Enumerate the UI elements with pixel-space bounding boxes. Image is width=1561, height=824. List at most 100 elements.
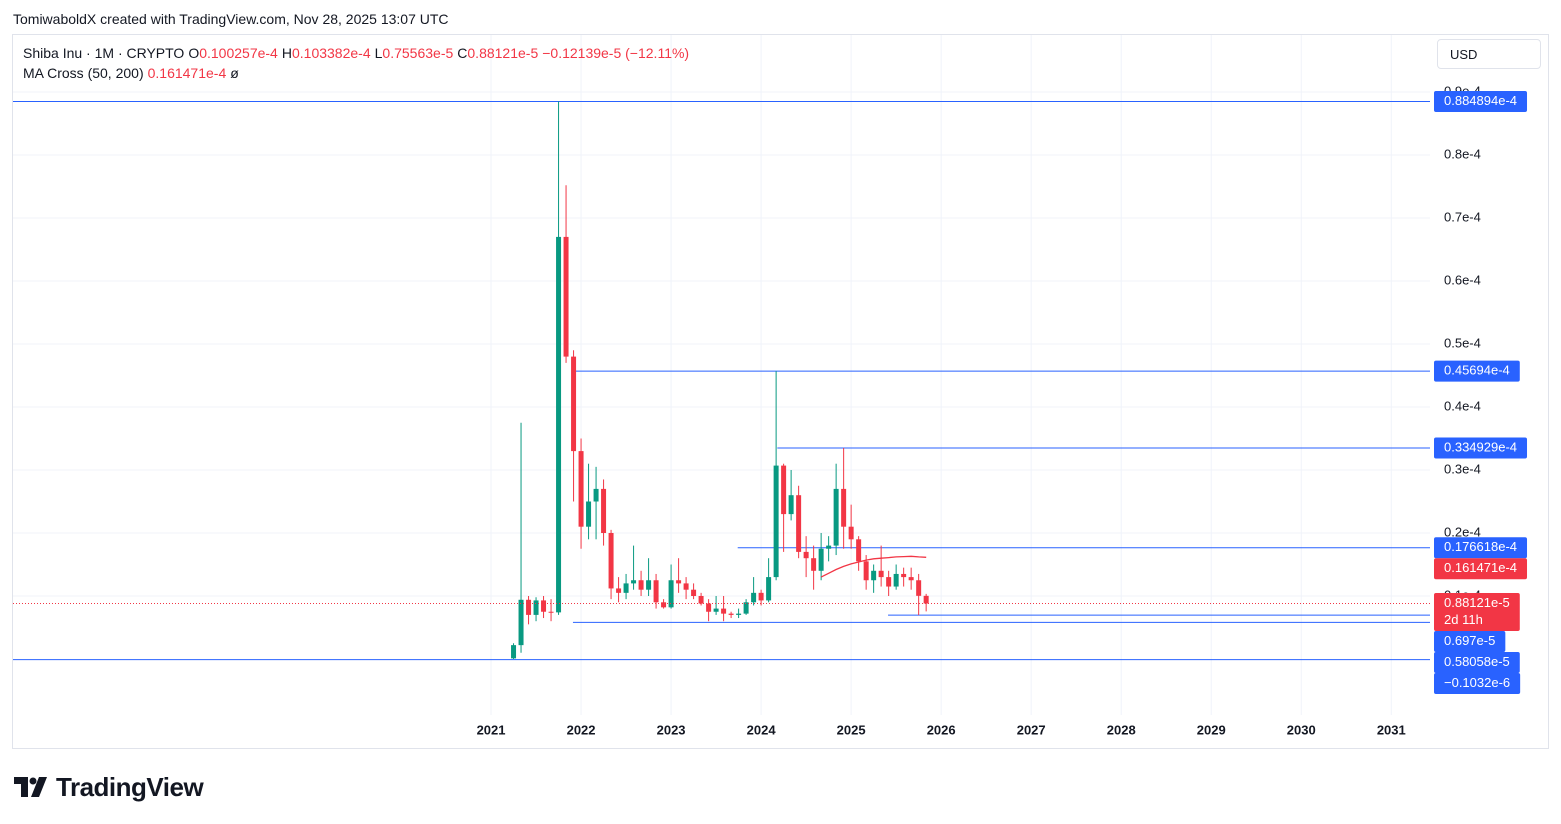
y-tick-label: 0.8e-4 (1444, 146, 1481, 161)
candle-body (916, 580, 922, 596)
x-tick-label: 2029 (1197, 722, 1226, 737)
candle-body (563, 236, 569, 357)
x-tick-label: 2022 (567, 722, 596, 737)
candle-body (646, 580, 652, 590)
candle-body (631, 580, 637, 584)
candle-body (826, 545, 832, 549)
candle-body (616, 588, 622, 593)
candle-body (758, 592, 764, 601)
line-price-label-box (1434, 437, 1528, 459)
logo-text: TradingView (56, 771, 204, 802)
x-tick-label: 2023 (657, 722, 686, 737)
candle-body (848, 526, 854, 540)
ohlc-value: 0.88121e-5 (467, 45, 539, 61)
x-tick-label: 2025 (837, 722, 866, 737)
line-price-label-box (1434, 651, 1520, 673)
candle-body (518, 599, 524, 646)
candle-body (593, 488, 599, 502)
candle-body (818, 548, 824, 571)
currency-button[interactable]: USD (1437, 39, 1541, 69)
candle-body (676, 580, 682, 584)
ohlc-value: 0.100257e-4 (199, 45, 278, 61)
candle-body (721, 608, 727, 614)
line-price-label: 0.697e-5 (1444, 633, 1495, 648)
y-tick-label: 0.3e-4 (1444, 461, 1481, 476)
last-price-label: 0.88121e-5 (1444, 595, 1510, 610)
candle-body (653, 580, 659, 603)
ohlc-key: H (281, 45, 292, 61)
last-price-label: 2d 11h (1444, 612, 1483, 627)
candle-body (766, 577, 772, 601)
candle-body (781, 465, 787, 515)
candle-body (893, 573, 899, 587)
line-price-label-box (1434, 537, 1528, 559)
chart-frame (12, 34, 1549, 749)
change-value: −0.12139e-5 (−12.11%) (542, 45, 690, 61)
candle-body (833, 488, 839, 546)
candle-body (803, 551, 809, 559)
candle-body (526, 599, 532, 615)
candle-body (863, 561, 869, 581)
line-price-label: 0.884894e-4 (1444, 93, 1517, 108)
line-price-label-box (1434, 672, 1521, 694)
candle-body (811, 558, 817, 571)
ohlc-key: L (374, 45, 383, 61)
candle-body (773, 465, 779, 578)
candle-body (691, 589, 697, 596)
candle-body (886, 577, 892, 587)
indicator-name: MA Cross (50, 200) (23, 65, 144, 81)
candle-body (923, 595, 929, 604)
ohlc-key: C (457, 45, 468, 61)
candle-body (796, 495, 802, 552)
candle-body (698, 595, 704, 604)
candle-body (713, 608, 719, 612)
candle-body (908, 577, 914, 581)
candle-body (608, 532, 614, 589)
candle-body (706, 603, 712, 612)
line-price-label: −0.1032e-6 (1444, 675, 1510, 690)
line-price-label: 0.58058e-5 (1444, 654, 1510, 669)
candle-body (578, 451, 584, 527)
candle-body (586, 501, 592, 527)
x-tick-label: 2028 (1107, 722, 1136, 737)
attribution: TomiwaboldX created with TradingView.com… (13, 11, 449, 27)
candle-body (841, 488, 847, 527)
x-tick-label: 2030 (1287, 722, 1316, 737)
line-price-label: 0.45694e-4 (1444, 363, 1510, 378)
candle-body (856, 539, 862, 562)
last-price-label-box (1434, 592, 1520, 631)
x-tick-label: 2031 (1377, 722, 1406, 737)
candle-body (638, 580, 644, 590)
candle-body (751, 592, 757, 603)
candle-body (661, 602, 667, 608)
y-tick-label: 0.5e-4 (1444, 335, 1481, 350)
candle-body (623, 583, 629, 593)
line-price-label-box (1434, 91, 1528, 113)
candle-body (728, 613, 734, 615)
candle-body (548, 611, 554, 613)
indicator-price-label: 0.161471e-4 (1444, 560, 1517, 575)
ohlc-value: 0.103382e-4 (291, 45, 371, 61)
ohlc-key: O (188, 45, 200, 61)
x-tick-label: 2027 (1017, 722, 1046, 737)
candle-body (511, 645, 517, 659)
line-price-label: 0.176618e-4 (1444, 539, 1517, 554)
candle-body (556, 236, 562, 613)
y-tick-label: 0.7e-4 (1444, 209, 1481, 224)
x-tick-label: 2024 (747, 722, 777, 737)
y-tick-label: 0.6e-4 (1444, 272, 1481, 287)
x-tick-label: 2021 (477, 722, 506, 737)
candle-body (601, 488, 607, 533)
line-price-label: 0.334929e-4 (1444, 439, 1517, 454)
y-tick-label: 0.2e-4 (1444, 524, 1481, 539)
moving-average (820, 555, 927, 578)
candle-body (743, 602, 749, 614)
candle-body (878, 570, 884, 578)
candle-body (736, 613, 742, 615)
candle-body (668, 580, 674, 608)
y-tick-label: 0.4e-4 (1444, 398, 1481, 413)
indicator-price-label-box (1434, 558, 1528, 580)
indicator-value: 0.161471e-4 (147, 65, 227, 81)
